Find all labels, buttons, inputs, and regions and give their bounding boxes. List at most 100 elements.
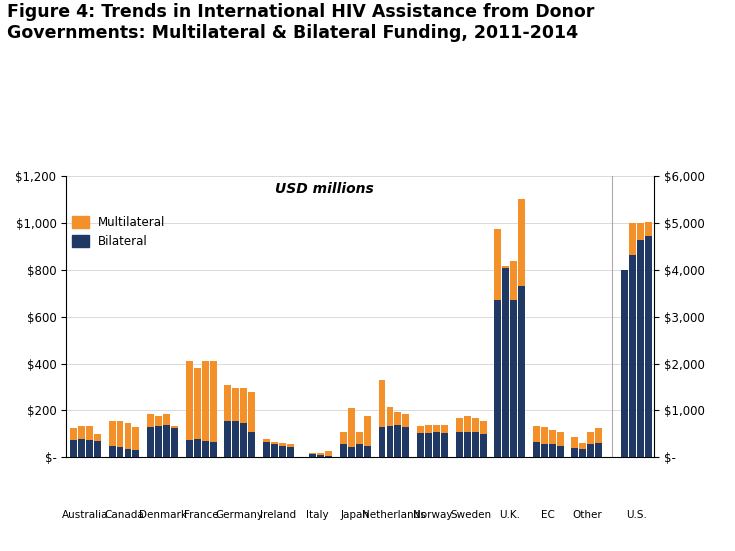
- Text: Denmark: Denmark: [139, 510, 187, 520]
- Bar: [263, 439, 270, 442]
- Bar: [240, 388, 247, 423]
- Bar: [109, 446, 115, 457]
- Bar: [194, 439, 201, 457]
- Bar: [510, 300, 517, 457]
- Bar: [579, 443, 587, 449]
- Bar: [472, 431, 478, 457]
- Bar: [163, 414, 170, 424]
- Bar: [86, 426, 93, 440]
- Bar: [441, 425, 448, 433]
- Bar: [571, 448, 578, 457]
- Bar: [587, 431, 595, 445]
- Bar: [479, 421, 487, 434]
- Bar: [309, 454, 316, 457]
- Bar: [70, 428, 77, 440]
- Bar: [403, 427, 409, 457]
- Bar: [348, 408, 355, 447]
- Bar: [456, 418, 462, 431]
- Bar: [270, 442, 278, 445]
- Bar: [318, 453, 324, 455]
- Bar: [494, 229, 501, 300]
- Bar: [364, 446, 370, 457]
- Bar: [356, 445, 363, 457]
- Text: Germany: Germany: [215, 510, 264, 520]
- Text: Canada: Canada: [104, 510, 144, 520]
- Bar: [209, 442, 217, 457]
- Bar: [186, 361, 193, 440]
- Bar: [364, 417, 370, 446]
- Bar: [194, 369, 201, 439]
- Text: USD millions: USD millions: [276, 182, 374, 196]
- Bar: [556, 431, 564, 446]
- Bar: [209, 361, 217, 442]
- Bar: [441, 433, 448, 457]
- Bar: [117, 421, 123, 447]
- Bar: [109, 421, 115, 446]
- Bar: [318, 455, 324, 457]
- Bar: [510, 261, 517, 300]
- Text: Figure 4: Trends in International HIV Assistance from Donor
Governments: Multila: Figure 4: Trends in International HIV As…: [7, 3, 595, 42]
- Text: Italy: Italy: [306, 510, 328, 520]
- Bar: [541, 427, 548, 445]
- Bar: [78, 439, 85, 457]
- Bar: [472, 418, 478, 431]
- Bar: [340, 431, 347, 445]
- Bar: [240, 423, 247, 457]
- Bar: [518, 198, 525, 287]
- Bar: [287, 447, 294, 457]
- Bar: [395, 424, 401, 457]
- Bar: [86, 440, 93, 457]
- Bar: [556, 446, 564, 457]
- Bar: [645, 236, 652, 457]
- Text: Other: Other: [572, 510, 602, 520]
- Bar: [356, 431, 363, 445]
- Bar: [571, 437, 578, 448]
- Bar: [270, 445, 278, 457]
- Bar: [464, 417, 470, 431]
- Bar: [579, 449, 587, 457]
- Bar: [533, 426, 539, 442]
- Bar: [279, 443, 286, 446]
- Bar: [387, 407, 393, 426]
- Bar: [155, 426, 162, 457]
- Bar: [232, 421, 239, 457]
- Bar: [425, 433, 432, 457]
- Bar: [433, 425, 440, 431]
- Bar: [645, 222, 652, 236]
- Bar: [326, 451, 332, 456]
- Bar: [549, 445, 556, 457]
- Bar: [403, 414, 409, 427]
- Text: Norway: Norway: [413, 510, 452, 520]
- Bar: [224, 385, 232, 421]
- Bar: [379, 380, 385, 427]
- Bar: [464, 431, 470, 457]
- Bar: [248, 392, 255, 431]
- Bar: [171, 428, 178, 457]
- Bar: [132, 427, 140, 450]
- Bar: [186, 440, 193, 457]
- Bar: [595, 443, 602, 457]
- Bar: [155, 417, 162, 426]
- Bar: [533, 442, 539, 457]
- Text: Australia: Australia: [62, 510, 109, 520]
- Text: EC: EC: [541, 510, 555, 520]
- Bar: [629, 223, 636, 256]
- Bar: [201, 361, 209, 441]
- Bar: [124, 449, 132, 457]
- Bar: [147, 414, 154, 427]
- Bar: [456, 431, 462, 457]
- Bar: [494, 300, 501, 457]
- Bar: [637, 240, 644, 457]
- Bar: [549, 430, 556, 445]
- Text: Ireland: Ireland: [260, 510, 296, 520]
- Bar: [94, 441, 101, 457]
- Bar: [147, 427, 154, 457]
- Bar: [587, 445, 595, 457]
- Bar: [224, 421, 232, 457]
- Bar: [518, 287, 525, 457]
- Bar: [117, 447, 123, 457]
- Bar: [287, 445, 294, 447]
- Bar: [637, 223, 644, 240]
- Bar: [78, 426, 85, 439]
- Bar: [309, 453, 316, 454]
